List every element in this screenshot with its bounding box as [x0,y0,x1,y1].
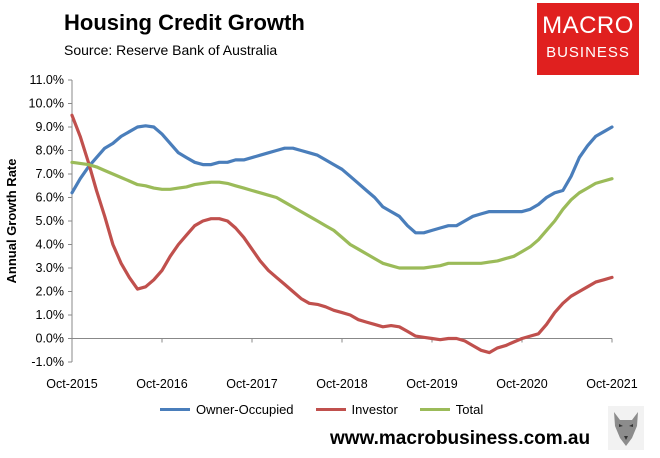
legend-swatch-investor [315,408,346,411]
x-tick-label: Oct-2016 [136,377,187,391]
logo-line-1: MACRO [542,12,634,39]
y-tick-label: 0.0% [36,332,65,346]
legend-label-total: Total [455,402,484,417]
y-tick-label: 2.0% [36,285,65,299]
series-line-total [70,160,614,270]
x-axis: Oct-2015 Oct-2016 Oct-2017 Oct-2018 Oct-2019… [46,338,638,391]
legend-swatch-total [419,408,450,411]
chart-legend: Owner-Occupied Investor Total [160,402,505,417]
logo-line-2: BUSINESS [546,44,630,61]
x-tick-label: Oct-2017 [226,377,277,391]
y-tick-label: 7.0% [36,167,65,181]
line-chart: -1.0% 0.0% 1.0% 2.0% 3.0% 4.0% 5.0% 6.0% 7.0% 8.0… [4,73,638,391]
series-lines [70,113,614,355]
legend-swatch-owner-occupied [160,408,190,411]
series-line-owner-occupied [70,124,614,235]
x-tick-label: Oct-2021 [586,377,637,391]
series-line-investor [70,113,614,355]
legend-item-investor: Investor [315,402,398,417]
legend-item-owner-occupied: Owner-Occupied [160,402,294,417]
y-tick-label: 4.0% [36,238,65,252]
x-tick-label: Oct-2020 [496,377,547,391]
x-tick-label: Oct-2019 [406,377,457,391]
legend-label-investor: Investor [351,402,398,417]
legend-label-owner-occupied: Owner-Occupied [196,402,294,417]
chart-title: Housing Credit Growth [64,10,305,35]
y-tick-label: -1.0% [31,355,64,369]
y-tick-label: 11.0% [29,73,64,87]
y-tick-label: 8.0% [36,144,65,158]
macrobusiness-logo: MACRO BUSINESS [537,3,639,75]
y-tick-label: 10.0% [29,97,64,111]
y-tick-label: 5.0% [36,214,65,228]
x-tick-label: Oct-2015 [46,377,97,391]
y-tick-label: 6.0% [36,191,65,205]
website-url[interactable]: www.macrobusiness.com.au [330,428,591,449]
y-tick-label: 1.0% [36,308,65,322]
y-tick-label: 3.0% [36,261,65,275]
wolf-logo-icon [608,406,644,450]
y-axis-label: Annual Growth Rate [4,159,19,284]
y-tick-label: 9.0% [36,120,65,134]
legend-item-total: Total [419,402,484,417]
chart-subtitle: Source: Reserve Bank of Australia [64,42,278,58]
x-tick-label: Oct-2018 [316,377,367,391]
y-axis: -1.0% 0.0% 1.0% 2.0% 3.0% 4.0% 5.0% 6.0% 7.0% 8.0… [29,73,73,369]
